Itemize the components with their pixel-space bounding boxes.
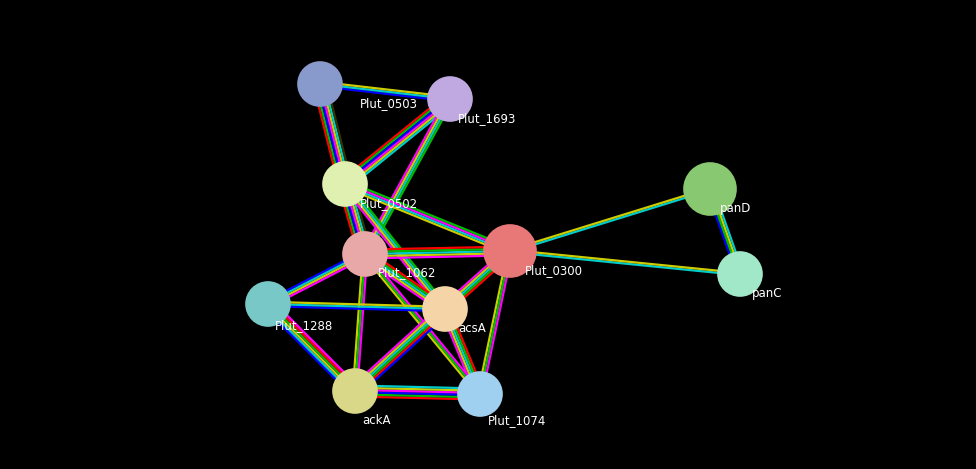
Text: Plut_0300: Plut_0300 — [525, 264, 583, 277]
Text: acsA: acsA — [458, 322, 486, 335]
Text: Plut_1693: Plut_1693 — [458, 112, 516, 125]
Circle shape — [423, 287, 467, 331]
Circle shape — [484, 225, 536, 277]
Text: Plut_0503: Plut_0503 — [360, 97, 418, 110]
Text: Plut_0502: Plut_0502 — [360, 197, 418, 210]
Text: panC: panC — [752, 287, 783, 300]
Text: panD: panD — [720, 202, 752, 215]
Circle shape — [684, 163, 736, 215]
Text: Plut_1062: Plut_1062 — [378, 266, 436, 279]
Circle shape — [246, 282, 290, 326]
Circle shape — [323, 162, 367, 206]
Circle shape — [458, 372, 502, 416]
Circle shape — [718, 252, 762, 296]
Text: Plut_1074: Plut_1074 — [488, 414, 547, 427]
Circle shape — [428, 77, 472, 121]
Circle shape — [333, 369, 377, 413]
Circle shape — [298, 62, 342, 106]
Text: ackA: ackA — [362, 414, 390, 427]
Circle shape — [343, 232, 387, 276]
Text: Plut_1288: Plut_1288 — [275, 319, 333, 332]
